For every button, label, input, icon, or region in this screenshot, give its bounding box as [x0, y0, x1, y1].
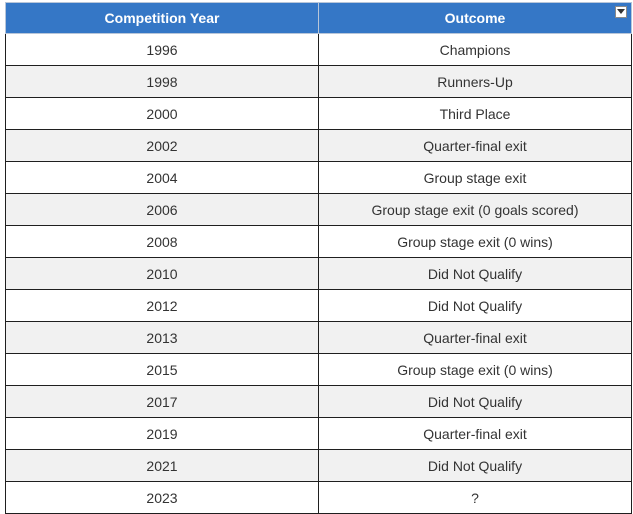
- cell-competition-year: 2021: [5, 449, 319, 482]
- cell-competition-year: 2012: [5, 289, 319, 322]
- cell-competition-year: 2004: [5, 161, 319, 194]
- results-table-container: Competition Year Outcome 1996 Champions 19…: [5, 2, 632, 514]
- cell-competition-year: 1996: [5, 33, 319, 66]
- table-row: 1998 Runners-Up: [5, 65, 632, 98]
- table-row: 2021 Did Not Qualify: [5, 449, 632, 482]
- cell-competition-year: 2000: [5, 97, 319, 130]
- table-row: 2019 Quarter-final exit: [5, 417, 632, 450]
- cell-competition-year: 2015: [5, 353, 319, 386]
- cell-competition-year: 2002: [5, 129, 319, 162]
- table-row: 2006 Group stage exit (0 goals scored): [5, 193, 632, 226]
- header-competition-year[interactable]: Competition Year: [5, 2, 319, 34]
- header-label: Outcome: [444, 10, 506, 26]
- cell-competition-year: 2013: [5, 321, 319, 354]
- table-row: 1996 Champions: [5, 33, 632, 66]
- table-row: 2002 Quarter-final exit: [5, 129, 632, 162]
- dropdown-arrow-icon: [617, 9, 625, 14]
- cell-outcome: Group stage exit (0 wins): [318, 353, 632, 386]
- cell-outcome: Third Place: [318, 97, 632, 130]
- table-row: 2000 Third Place: [5, 97, 632, 130]
- header-label: Competition Year: [104, 10, 220, 26]
- cell-outcome: Did Not Qualify: [318, 257, 632, 290]
- cell-outcome: Did Not Qualify: [318, 449, 632, 482]
- cell-outcome: Did Not Qualify: [318, 385, 632, 418]
- cell-competition-year: 2023: [5, 481, 319, 514]
- table-row: 2015 Group stage exit (0 wins): [5, 353, 632, 386]
- cell-outcome: ?: [318, 481, 632, 514]
- table-row: 2013 Quarter-final exit: [5, 321, 632, 354]
- cell-competition-year: 2008: [5, 225, 319, 258]
- table-row: 2012 Did Not Qualify: [5, 289, 632, 322]
- cell-outcome: Group stage exit (0 goals scored): [318, 193, 632, 226]
- cell-outcome: Quarter-final exit: [318, 129, 632, 162]
- cell-outcome: Quarter-final exit: [318, 321, 632, 354]
- cell-outcome: Group stage exit: [318, 161, 632, 194]
- cell-competition-year: 2010: [5, 257, 319, 290]
- cell-competition-year: 2006: [5, 193, 319, 226]
- cell-outcome: Champions: [318, 33, 632, 66]
- cell-outcome: Group stage exit (0 wins): [318, 225, 632, 258]
- table-row: 2017 Did Not Qualify: [5, 385, 632, 418]
- table-header-row: Competition Year Outcome: [5, 2, 632, 34]
- results-table: Competition Year Outcome 1996 Champions 19…: [5, 2, 632, 514]
- table-row: 2004 Group stage exit: [5, 161, 632, 194]
- cell-outcome: Did Not Qualify: [318, 289, 632, 322]
- table-row: 2008 Group stage exit (0 wins): [5, 225, 632, 258]
- filter-dropdown-button[interactable]: [615, 6, 627, 18]
- table-row: 2010 Did Not Qualify: [5, 257, 632, 290]
- cell-outcome: Runners-Up: [318, 65, 632, 98]
- header-outcome[interactable]: Outcome: [318, 2, 632, 34]
- table-body: 1996 Champions 1998 Runners-Up 2000 Third Pla…: [5, 33, 632, 514]
- cell-competition-year: 1998: [5, 65, 319, 98]
- cell-outcome: Quarter-final exit: [318, 417, 632, 450]
- cell-competition-year: 2017: [5, 385, 319, 418]
- cell-competition-year: 2019: [5, 417, 319, 450]
- table-row: 2023?: [5, 481, 632, 514]
